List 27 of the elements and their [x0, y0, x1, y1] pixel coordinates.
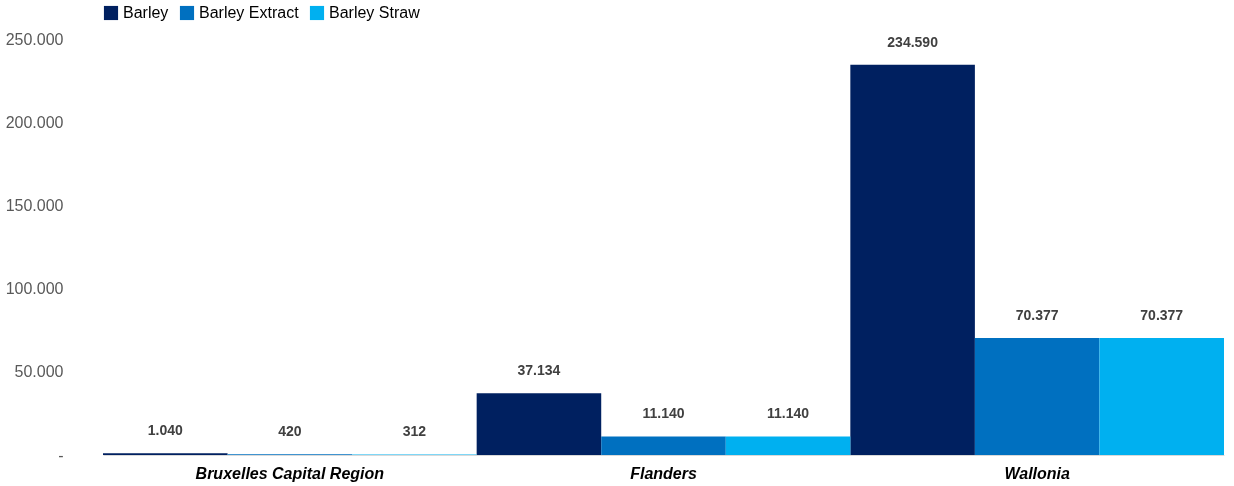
data-label: 234.590 [887, 33, 939, 50]
x-tick-label: Wallonia [1004, 464, 1071, 482]
x-tick-label: Bruxelles Capital Region [195, 464, 385, 482]
y-tick-label: 150.000 [5, 196, 64, 214]
bar [974, 337, 1100, 455]
y-tick-label: 50.000 [14, 363, 64, 381]
bar [476, 393, 602, 455]
bar [1099, 337, 1224, 455]
data-label: 70.377 [1140, 306, 1184, 323]
data-label: 420 [278, 423, 302, 440]
data-label: 11.140 [767, 405, 810, 422]
data-label: 70.377 [1015, 306, 1059, 323]
y-tick-label: 200.000 [5, 113, 64, 131]
legend-label: Barley Straw [329, 4, 421, 21]
data-label: 1.040 [147, 422, 183, 439]
data-label: 312 [402, 423, 427, 440]
y-tick-label: - [58, 446, 64, 464]
data-label: 37.134 [517, 362, 561, 379]
y-tick-label: 100.000 [5, 280, 64, 298]
data-label: 11.140 [642, 405, 685, 422]
y-tick-label: 250.000 [5, 30, 64, 48]
x-tick-label: Flanders [630, 464, 697, 482]
bar [601, 436, 726, 455]
legend-label: Barley [123, 4, 169, 21]
legend-label: Barley Extract [199, 4, 300, 21]
bar [725, 436, 851, 455]
bar [850, 64, 975, 455]
